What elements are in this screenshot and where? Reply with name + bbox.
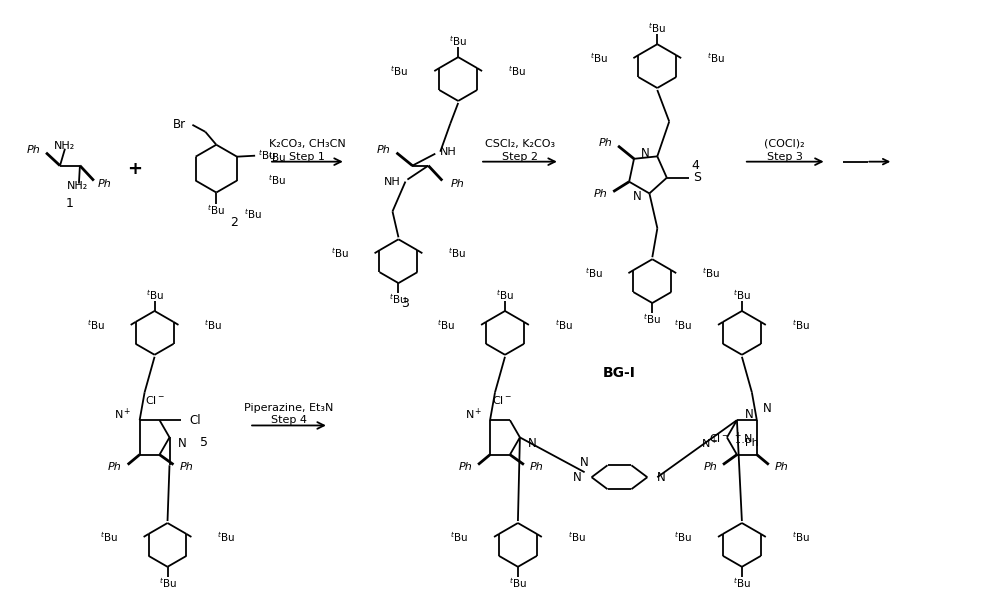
Text: $^t$Bu: $^t$Bu — [449, 34, 467, 48]
Text: N: N — [580, 456, 589, 469]
Text: $^t$Bu: $^t$Bu — [207, 204, 225, 218]
Text: $^t$Bu: $^t$Bu — [258, 148, 276, 162]
Text: Ph: Ph — [26, 145, 40, 154]
Text: $^t$Bu: $^t$Bu — [509, 576, 527, 590]
Text: K₂CO₃, CH₃CN: K₂CO₃, CH₃CN — [269, 139, 345, 149]
Text: Step 2: Step 2 — [502, 151, 538, 162]
Text: NH: NH — [384, 177, 400, 186]
Text: NH: NH — [440, 147, 457, 157]
Text: $^t$Bu: $^t$Bu — [508, 64, 526, 78]
Text: $^t$Bu: $^t$Bu — [389, 292, 407, 306]
Text: Ph: Ph — [377, 145, 390, 154]
Text: Ph: Ph — [179, 462, 193, 471]
Text: 3: 3 — [401, 297, 409, 310]
Text: N: N — [528, 437, 537, 450]
Text: Piperazine, Et₃N: Piperazine, Et₃N — [244, 403, 334, 413]
Text: Cl$^-$: Cl$^-$ — [492, 394, 512, 406]
Text: Cl$^-$ $^+$N: Cl$^-$ $^+$N — [709, 430, 753, 446]
Text: Step 1: Step 1 — [289, 151, 325, 162]
Text: 2: 2 — [230, 216, 238, 229]
Text: N: N — [573, 471, 582, 484]
Text: N: N — [177, 437, 186, 450]
Text: (COCl)₂: (COCl)₂ — [764, 139, 805, 149]
Text: $^t$Bu: $^t$Bu — [217, 530, 235, 544]
Text: $^t$Bu: $^t$Bu — [87, 318, 105, 332]
Text: Br: Br — [173, 118, 186, 131]
Text: $^t$Bu: $^t$Bu — [707, 51, 725, 65]
Text: Step 4: Step 4 — [271, 416, 307, 425]
Text: $^t$Bu: $^t$Bu — [643, 312, 661, 326]
Text: Ph: Ph — [530, 462, 544, 471]
Text: 4: 4 — [691, 159, 699, 172]
Text: CSCl₂, K₂CO₃: CSCl₂, K₂CO₃ — [485, 139, 555, 149]
Text: $^t$Bu: $^t$Bu — [733, 288, 751, 302]
Text: $^t$Bu: $^t$Bu — [268, 150, 286, 164]
Text: Cl: Cl — [189, 414, 201, 427]
Text: $^t$Bu: $^t$Bu — [674, 318, 692, 332]
Text: $^t$Bu: $^t$Bu — [648, 21, 666, 35]
Text: $^t$Bu: $^t$Bu — [390, 64, 408, 78]
Text: $^t$Bu: $^t$Bu — [733, 576, 751, 590]
Text: Ph: Ph — [98, 178, 112, 189]
Text: $^t$Bu: $^t$Bu — [268, 173, 286, 188]
Text: $^t$Bu: $^t$Bu — [204, 318, 222, 332]
Text: Ph: Ph — [703, 462, 717, 471]
Text: N: N — [762, 402, 771, 415]
Text: $^t$Bu: $^t$Bu — [568, 530, 586, 544]
Text: ···Ph: ···Ph — [735, 438, 760, 448]
Text: +: + — [127, 159, 142, 178]
Text: N: N — [657, 471, 666, 484]
Text: $^t$Bu: $^t$Bu — [702, 266, 720, 280]
Text: NH₂: NH₂ — [54, 141, 76, 151]
Text: N: N — [641, 147, 649, 160]
Text: $^t$Bu: $^t$Bu — [244, 208, 262, 221]
Text: $^t$Bu: $^t$Bu — [437, 318, 455, 332]
Text: N: N — [745, 408, 754, 421]
Text: $^t$Bu: $^t$Bu — [496, 288, 514, 302]
Text: Ph: Ph — [593, 189, 607, 199]
Text: N$^+$: N$^+$ — [114, 406, 132, 422]
Text: 1: 1 — [66, 197, 74, 210]
Text: 5: 5 — [200, 436, 208, 449]
Text: $^t$Bu: $^t$Bu — [792, 318, 810, 332]
Text: $^t$Bu: $^t$Bu — [100, 530, 118, 544]
Text: Ph: Ph — [108, 462, 122, 471]
Text: $^t$Bu: $^t$Bu — [450, 530, 468, 544]
Text: N$^+$: N$^+$ — [701, 436, 719, 451]
Text: $^t$Bu: $^t$Bu — [159, 576, 177, 590]
Text: Ph: Ph — [450, 178, 464, 189]
Text: $^t$Bu: $^t$Bu — [674, 530, 692, 544]
Text: $^t$Bu: $^t$Bu — [331, 246, 349, 260]
Text: BG-I: BG-I — [603, 366, 636, 379]
Text: $^t$Bu: $^t$Bu — [792, 530, 810, 544]
Text: S: S — [693, 171, 701, 185]
Text: $^t$Bu: $^t$Bu — [555, 318, 573, 332]
Text: $^t$Bu: $^t$Bu — [448, 246, 466, 260]
Text: $^t$Bu: $^t$Bu — [146, 288, 164, 302]
Text: Ph: Ph — [458, 462, 472, 471]
Text: NH₂: NH₂ — [67, 181, 89, 191]
Text: Ph: Ph — [775, 462, 788, 471]
Text: Ph: Ph — [598, 138, 612, 148]
Text: Step 3: Step 3 — [767, 151, 803, 162]
Text: N$^+$: N$^+$ — [465, 406, 482, 422]
Text: Cl$^-$: Cl$^-$ — [145, 394, 165, 406]
Text: N: N — [633, 190, 641, 203]
Text: $^t$Bu: $^t$Bu — [590, 51, 608, 65]
Text: $^t$Bu: $^t$Bu — [585, 266, 603, 280]
